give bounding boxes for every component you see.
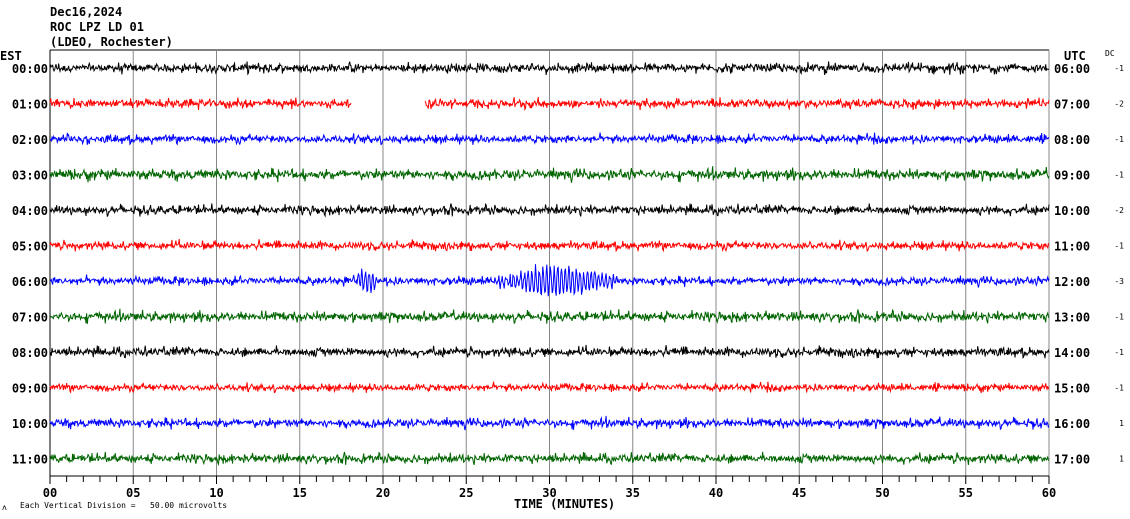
x-axis-title: TIME (MINUTES) bbox=[514, 497, 615, 511]
dc-label: DC bbox=[1105, 49, 1115, 58]
est-label: 09:00 bbox=[12, 382, 48, 396]
est-label: 03:00 bbox=[12, 169, 48, 183]
dc-value: -1 bbox=[1114, 384, 1124, 393]
trace-1100 bbox=[49, 451, 1050, 467]
est-label: 08:00 bbox=[12, 346, 48, 360]
dc-value: -2 bbox=[1114, 206, 1124, 215]
dc-value: -1 bbox=[1114, 348, 1124, 357]
utc-label: 14:00 bbox=[1054, 346, 1090, 360]
dc-value: -1 bbox=[1114, 64, 1124, 73]
utc-label: 11:00 bbox=[1054, 240, 1090, 254]
row-labels: 00:00 06:00 -1 01:00 07:00 -2 02:00 08:00 -1 03:0… bbox=[12, 62, 1124, 467]
dc-value: -1 bbox=[1114, 313, 1124, 322]
trace-0000 bbox=[49, 61, 1050, 76]
utc-label: 12:00 bbox=[1054, 275, 1090, 289]
network-label: (LDEO, Rochester) bbox=[50, 35, 173, 49]
x-tick-label: 00 bbox=[43, 486, 57, 500]
traces bbox=[49, 61, 1050, 467]
utc-label: 09:00 bbox=[1054, 169, 1090, 183]
trace-0800 bbox=[49, 344, 1050, 360]
est-axis-label: EST bbox=[0, 49, 22, 63]
x-axis: 00 05 10 15 20 25 30 35 40 45 50 55 60 bbox=[43, 475, 1056, 500]
trace-0600 bbox=[49, 264, 1050, 297]
dc-value: -2 bbox=[1114, 100, 1124, 109]
trace-0900 bbox=[49, 381, 1049, 394]
x-tick-label: 35 bbox=[626, 486, 640, 500]
dc-value: -1 bbox=[1114, 171, 1124, 180]
utc-label: 06:00 bbox=[1054, 62, 1090, 76]
est-label: 11:00 bbox=[12, 453, 48, 467]
utc-label: 16:00 bbox=[1054, 417, 1090, 431]
dc-value: -3 bbox=[1114, 277, 1124, 286]
trace-1000 bbox=[49, 415, 1050, 431]
utc-label: 15:00 bbox=[1054, 382, 1090, 396]
x-tick-label: 60 bbox=[1042, 486, 1056, 500]
est-label: 00:00 bbox=[12, 62, 48, 76]
grid bbox=[49, 49, 1050, 476]
x-tick-label: 25 bbox=[459, 486, 473, 500]
dc-value: 1 bbox=[1119, 419, 1124, 428]
station-label: ROC LPZ LD 01 bbox=[50, 20, 144, 34]
x-tick-label: 05 bbox=[126, 486, 140, 500]
date-label: Dec16,2024 bbox=[50, 5, 122, 19]
utc-label: 17:00 bbox=[1054, 453, 1090, 467]
trace-0300 bbox=[49, 166, 1050, 183]
est-label: 02:00 bbox=[12, 133, 48, 147]
est-label: 06:00 bbox=[12, 275, 48, 289]
est-label: 04:00 bbox=[12, 204, 48, 218]
utc-label: 10:00 bbox=[1054, 204, 1090, 218]
dc-value: -1 bbox=[1114, 242, 1124, 251]
x-tick-label: 30 bbox=[542, 486, 556, 500]
utc-label: 07:00 bbox=[1054, 98, 1090, 112]
dc-value: 1 bbox=[1119, 455, 1124, 464]
est-label: 10:00 bbox=[12, 417, 48, 431]
trace-0200 bbox=[49, 132, 1050, 146]
x-tick-label: 15 bbox=[293, 486, 307, 500]
x-tick-label: 10 bbox=[209, 486, 223, 500]
trace-0100 bbox=[49, 97, 1050, 112]
trace-0400 bbox=[49, 202, 1050, 218]
trace-0500 bbox=[49, 238, 1050, 253]
scale-note: Each Vertical Division = 50.00 microvolt… bbox=[20, 501, 227, 510]
est-label: 01:00 bbox=[12, 98, 48, 112]
x-tick-label: 40 bbox=[709, 486, 723, 500]
utc-label: 08:00 bbox=[1054, 133, 1090, 147]
x-tick-label: 50 bbox=[875, 486, 889, 500]
est-label: 05:00 bbox=[12, 240, 48, 254]
trace-0700 bbox=[49, 308, 1050, 325]
x-tick-label: 55 bbox=[959, 486, 973, 500]
est-label: 07:00 bbox=[12, 311, 48, 325]
x-tick-label: 20 bbox=[376, 486, 390, 500]
utc-label: 13:00 bbox=[1054, 311, 1090, 325]
dc-value: -1 bbox=[1114, 135, 1124, 144]
utc-axis-label: UTC bbox=[1064, 49, 1086, 63]
corner-mark: ʌ bbox=[2, 503, 7, 512]
x-tick-label: 45 bbox=[792, 486, 806, 500]
